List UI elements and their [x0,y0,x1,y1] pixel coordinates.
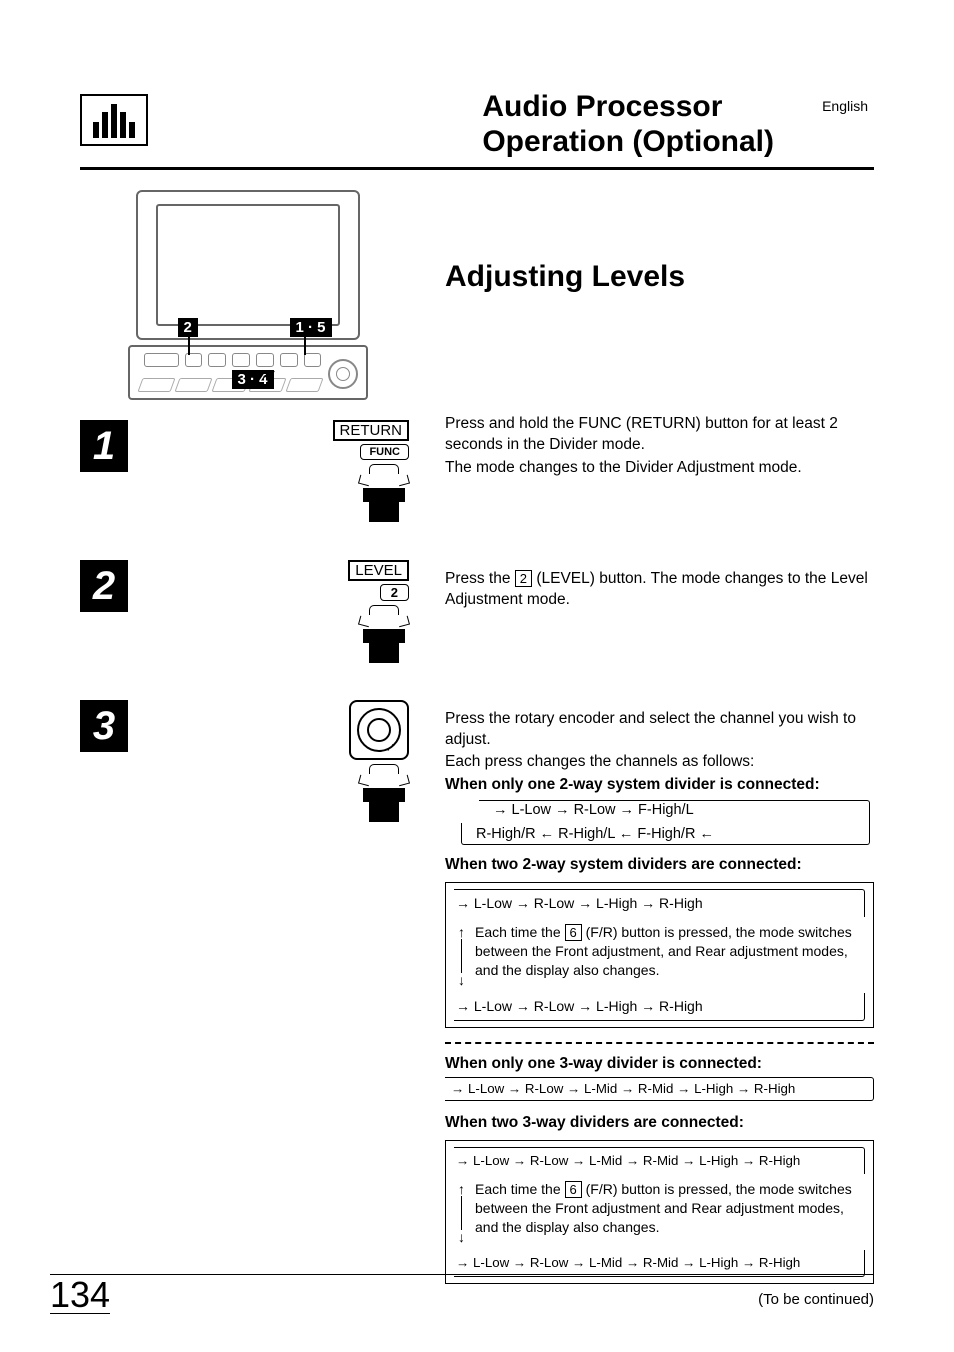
seq-line: → L-Low → R-Low → L-Mid → R-Mid → L-High… [445,1077,874,1101]
step-1-text: Press and hold the FUNC (RETURN) button … [445,414,874,479]
brand-logo [80,94,148,146]
page-number: 134 [50,1277,110,1314]
step-1-icon: 1 RETURN FUNC [80,420,415,550]
case-title: When only one 3-way divider is connected… [445,1054,874,1075]
case-title: When two 2-way system dividers are conne… [445,855,874,876]
seq-line: → L-Low → R-Low → L-Mid → R-Mid → L-High… [454,1147,865,1174]
press-icon [359,764,409,829]
text: Each time the [475,924,565,940]
key-2: 2 [515,570,532,587]
page-footer: 134 (To be continued) [50,1274,874,1312]
step-2-text: Press the 2 (LEVEL) button. The mode cha… [445,569,874,611]
text: Each press changes the channels as follo… [445,752,874,773]
button-2-chip: 2 [380,584,409,601]
seq-line: R-High/R ← R-High/L ← F-High/R ← [461,823,870,846]
divider [445,1042,874,1044]
press-icon [359,464,409,529]
text: Press the [445,570,515,587]
callout-1-5: 1 · 5 [290,318,332,337]
step-number: 3 [80,700,128,752]
seq-line: → L-Low → R-Low → L-High → R-High [454,889,865,917]
flow-2way-single: → L-Low → R-Low → F-High/L R-High/R ← R-… [445,800,874,845]
flow-2way-double: → L-Low → R-Low → L-High → R-High ↑↓ Eac… [445,882,874,1028]
rotary-encoder-icon [349,700,409,760]
seq-line: → L-Low → R-Low → L-Mid → R-Mid → L-High… [454,1250,865,1277]
step-number: 1 [80,420,128,472]
page-header: Audio Processor Operation (Optional) Eng… [80,90,874,170]
step-number: 2 [80,560,128,612]
step-2-icon: 2 LEVEL 2 [80,560,415,690]
press-icon [359,605,409,670]
updown-arrows-icon: ↑↓ [458,923,465,987]
step-3-icon: 3 [80,700,415,830]
func-chip: FUNC [360,444,409,460]
level-label: LEVEL [348,560,409,581]
text: Press the rotary encoder and select the … [445,709,874,751]
fr-note: ↑↓ Each time the 6 (F/R) button is press… [454,921,865,989]
return-label: RETURN [333,420,410,441]
text: The mode changes to the Divider Adjustme… [445,458,874,479]
seq-line: → L-Low → R-Low → L-High → R-High [454,993,865,1021]
title-line-1: Audio Processor [482,90,774,125]
key-6: 6 [565,924,582,941]
fr-note: ↑↓ Each time the 6 (F/R) button is press… [454,1178,865,1246]
text: Each time the [475,1181,565,1197]
language-label: English [822,98,868,114]
section-title: Audio Processor Operation (Optional) [482,90,874,159]
updown-arrows-icon: ↑↓ [458,1180,465,1244]
continued-label: (To be continued) [758,1291,874,1308]
subheading: Adjusting Levels [445,260,874,294]
key-6: 6 [565,1181,582,1198]
flow-3way-double: → L-Low → R-Low → L-Mid → R-Mid → L-High… [445,1140,874,1284]
device-illustration: 2 1 · 5 3 · 4 [128,190,368,400]
step-3-text: Press the rotary encoder and select the … [445,709,874,1284]
case-title: When two 3-way dividers are connected: [445,1113,874,1134]
case-title: When only one 2-way system divider is co… [445,775,874,796]
title-line-2: Operation (Optional) [482,125,774,160]
text: Press and hold the FUNC (RETURN) button … [445,414,874,456]
seq-line: → L-Low → R-Low → F-High/L [479,800,870,823]
